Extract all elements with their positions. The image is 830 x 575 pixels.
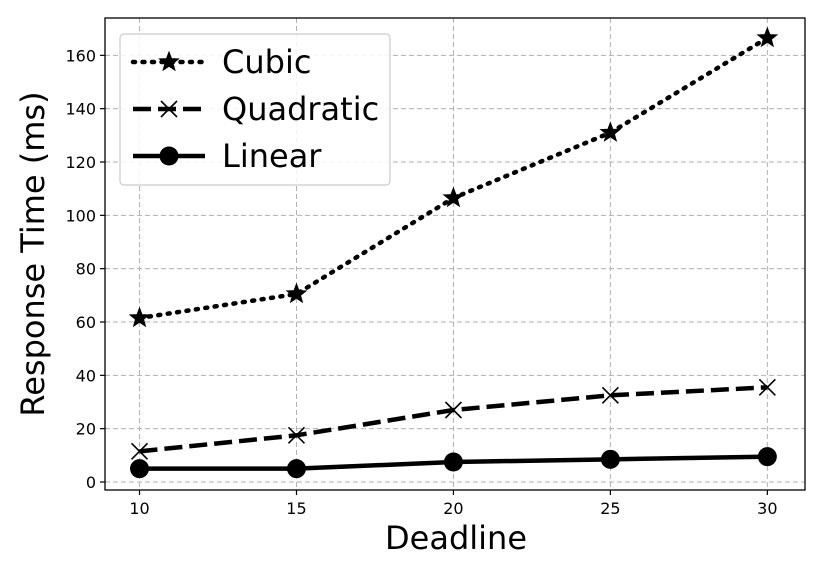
legend: Cubic Quadratic Linear — [119, 33, 391, 186]
data-point-cubic — [285, 282, 308, 304]
data-point-cubic — [128, 306, 151, 328]
y-tick-label: 160 — [65, 46, 96, 65]
legend-entry-linear: Linear — [133, 137, 322, 175]
x-tick-label: 25 — [600, 499, 620, 518]
plot-area-frame — [104, 17, 806, 491]
data-point-cubic — [442, 186, 465, 208]
legend-box — [119, 33, 391, 186]
marker-stroke — [601, 386, 619, 404]
marker-stroke — [287, 426, 306, 444]
series-layer — [128, 26, 779, 479]
x-tick-label: 30 — [757, 499, 777, 518]
data-point-linear — [130, 459, 150, 479]
data-point-quadratic — [444, 401, 462, 419]
marker-stroke — [758, 378, 776, 396]
legend-marker-quadratic — [160, 100, 178, 118]
legend-entry-quadratic: Quadratic — [133, 90, 379, 128]
y-tick-label: 20 — [76, 420, 96, 439]
data-point-quadratic — [130, 442, 149, 460]
legend-label-cubic: Cubic — [222, 43, 311, 81]
x-tick-label: 10 — [129, 499, 149, 518]
series-linear — [130, 447, 777, 479]
x-tick-label: 15 — [286, 499, 306, 518]
data-point-linear — [443, 452, 463, 472]
axis-ticks: 10 15 20 25 30 0 20 40 60 80 100 120 140 160 — [65, 46, 777, 518]
data-point-quadratic — [758, 378, 776, 396]
data-point-quadratic — [287, 426, 306, 444]
y-axis-label: Response Time (ms) — [14, 91, 52, 416]
marker-stroke — [444, 401, 462, 419]
marker-stroke — [130, 442, 149, 460]
y-tick-label: 0 — [86, 473, 96, 492]
data-point-linear — [286, 459, 306, 479]
legend-entry-cubic: Cubic — [130, 43, 311, 81]
legend-marker-cubic — [158, 50, 180, 72]
series-quadratic — [130, 378, 776, 460]
data-point-cubic — [599, 121, 622, 142]
data-point-quadratic — [601, 386, 619, 404]
y-tick-label: 100 — [65, 206, 96, 225]
y-tick-label: 120 — [65, 153, 96, 172]
x-axis-label: Deadline — [385, 519, 527, 557]
y-tick-label: 40 — [76, 366, 96, 385]
data-point-linear — [600, 449, 620, 469]
legend-label-linear: Linear — [222, 137, 322, 175]
legend-marker-linear — [159, 146, 179, 166]
y-tick-label: 60 — [76, 313, 96, 332]
data-point-cubic — [756, 26, 779, 48]
legend-label-quadratic: Quadratic — [222, 90, 379, 128]
data-point-linear — [757, 447, 777, 467]
y-tick-label: 140 — [65, 100, 96, 119]
x-tick-label: 20 — [443, 499, 463, 518]
marker-stroke — [160, 100, 178, 118]
series-cubic — [128, 26, 779, 328]
y-tick-label: 80 — [76, 260, 96, 279]
